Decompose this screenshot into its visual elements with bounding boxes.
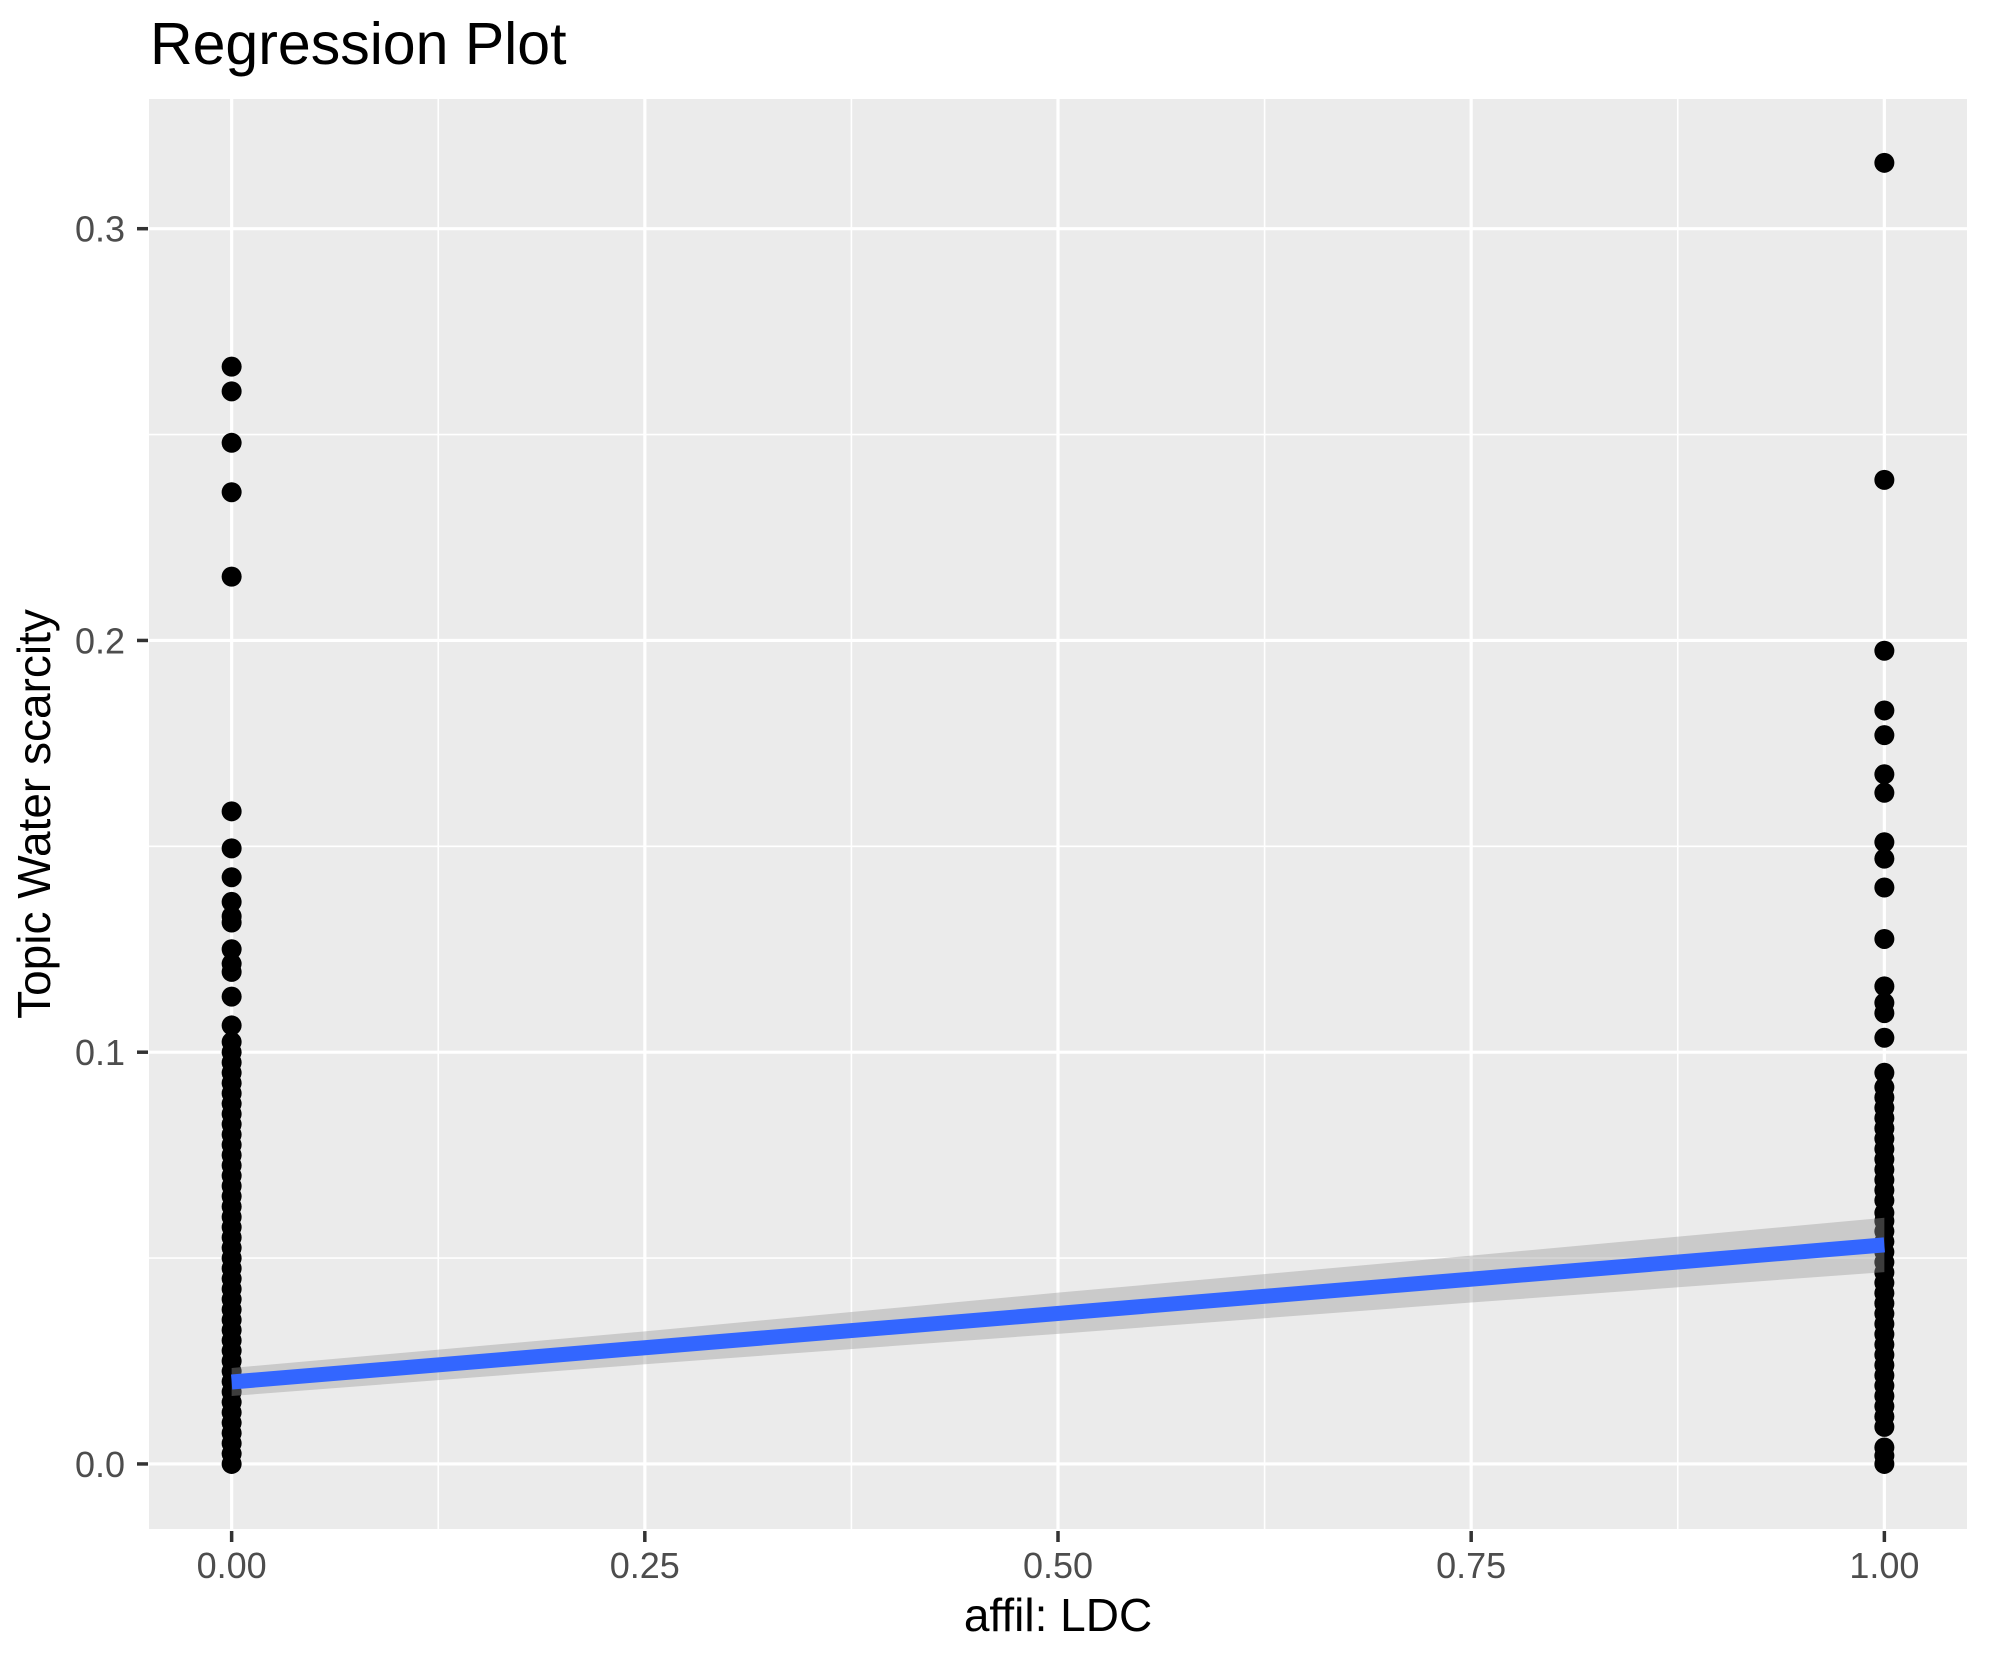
x-axis-title: affil: LDC — [963, 1589, 1153, 1641]
data-point — [1874, 782, 1895, 803]
data-point — [221, 801, 242, 822]
data-point — [1874, 764, 1895, 785]
data-point — [1874, 1003, 1895, 1024]
data-point — [221, 912, 242, 933]
data-point — [221, 867, 242, 888]
y-tick-label: 0.2 — [75, 620, 125, 661]
data-point — [221, 986, 242, 1007]
x-tick-label: 1.00 — [1849, 1545, 1919, 1586]
data-point — [1874, 640, 1895, 661]
y-tick-label: 0.1 — [75, 1032, 125, 1073]
y-tick-label: 0.0 — [75, 1444, 125, 1485]
data-point — [1874, 1027, 1895, 1048]
data-point — [221, 961, 242, 982]
x-tick-label: 0.75 — [1436, 1545, 1506, 1586]
data-point — [1874, 928, 1895, 949]
data-point — [1874, 725, 1895, 746]
data-point — [1874, 877, 1895, 898]
data-point — [1874, 700, 1895, 721]
data-point — [221, 939, 242, 960]
data-point — [221, 432, 242, 453]
data-point — [1874, 976, 1895, 997]
data-point — [1874, 1453, 1895, 1474]
plot-title: Regression Plot — [150, 11, 567, 77]
data-point — [221, 356, 242, 377]
data-point — [221, 838, 242, 859]
data-point — [221, 566, 242, 587]
x-tick-label: 0.00 — [197, 1545, 267, 1586]
data-point — [221, 482, 242, 503]
data-point — [221, 1015, 242, 1036]
data-point — [221, 381, 242, 402]
data-point — [1874, 469, 1895, 490]
x-tick-label: 0.50 — [1023, 1545, 1093, 1586]
regression-line — [231, 1237, 1885, 1390]
x-tick-label: 0.25 — [610, 1545, 680, 1586]
data-point — [1874, 1416, 1895, 1437]
data-point — [1874, 832, 1895, 853]
data-point — [221, 1453, 242, 1474]
data-point — [1874, 1062, 1895, 1083]
data-point — [1874, 848, 1895, 869]
y-tick-label: 0.3 — [75, 209, 125, 250]
data-point — [1874, 152, 1895, 173]
data-point — [221, 891, 242, 912]
